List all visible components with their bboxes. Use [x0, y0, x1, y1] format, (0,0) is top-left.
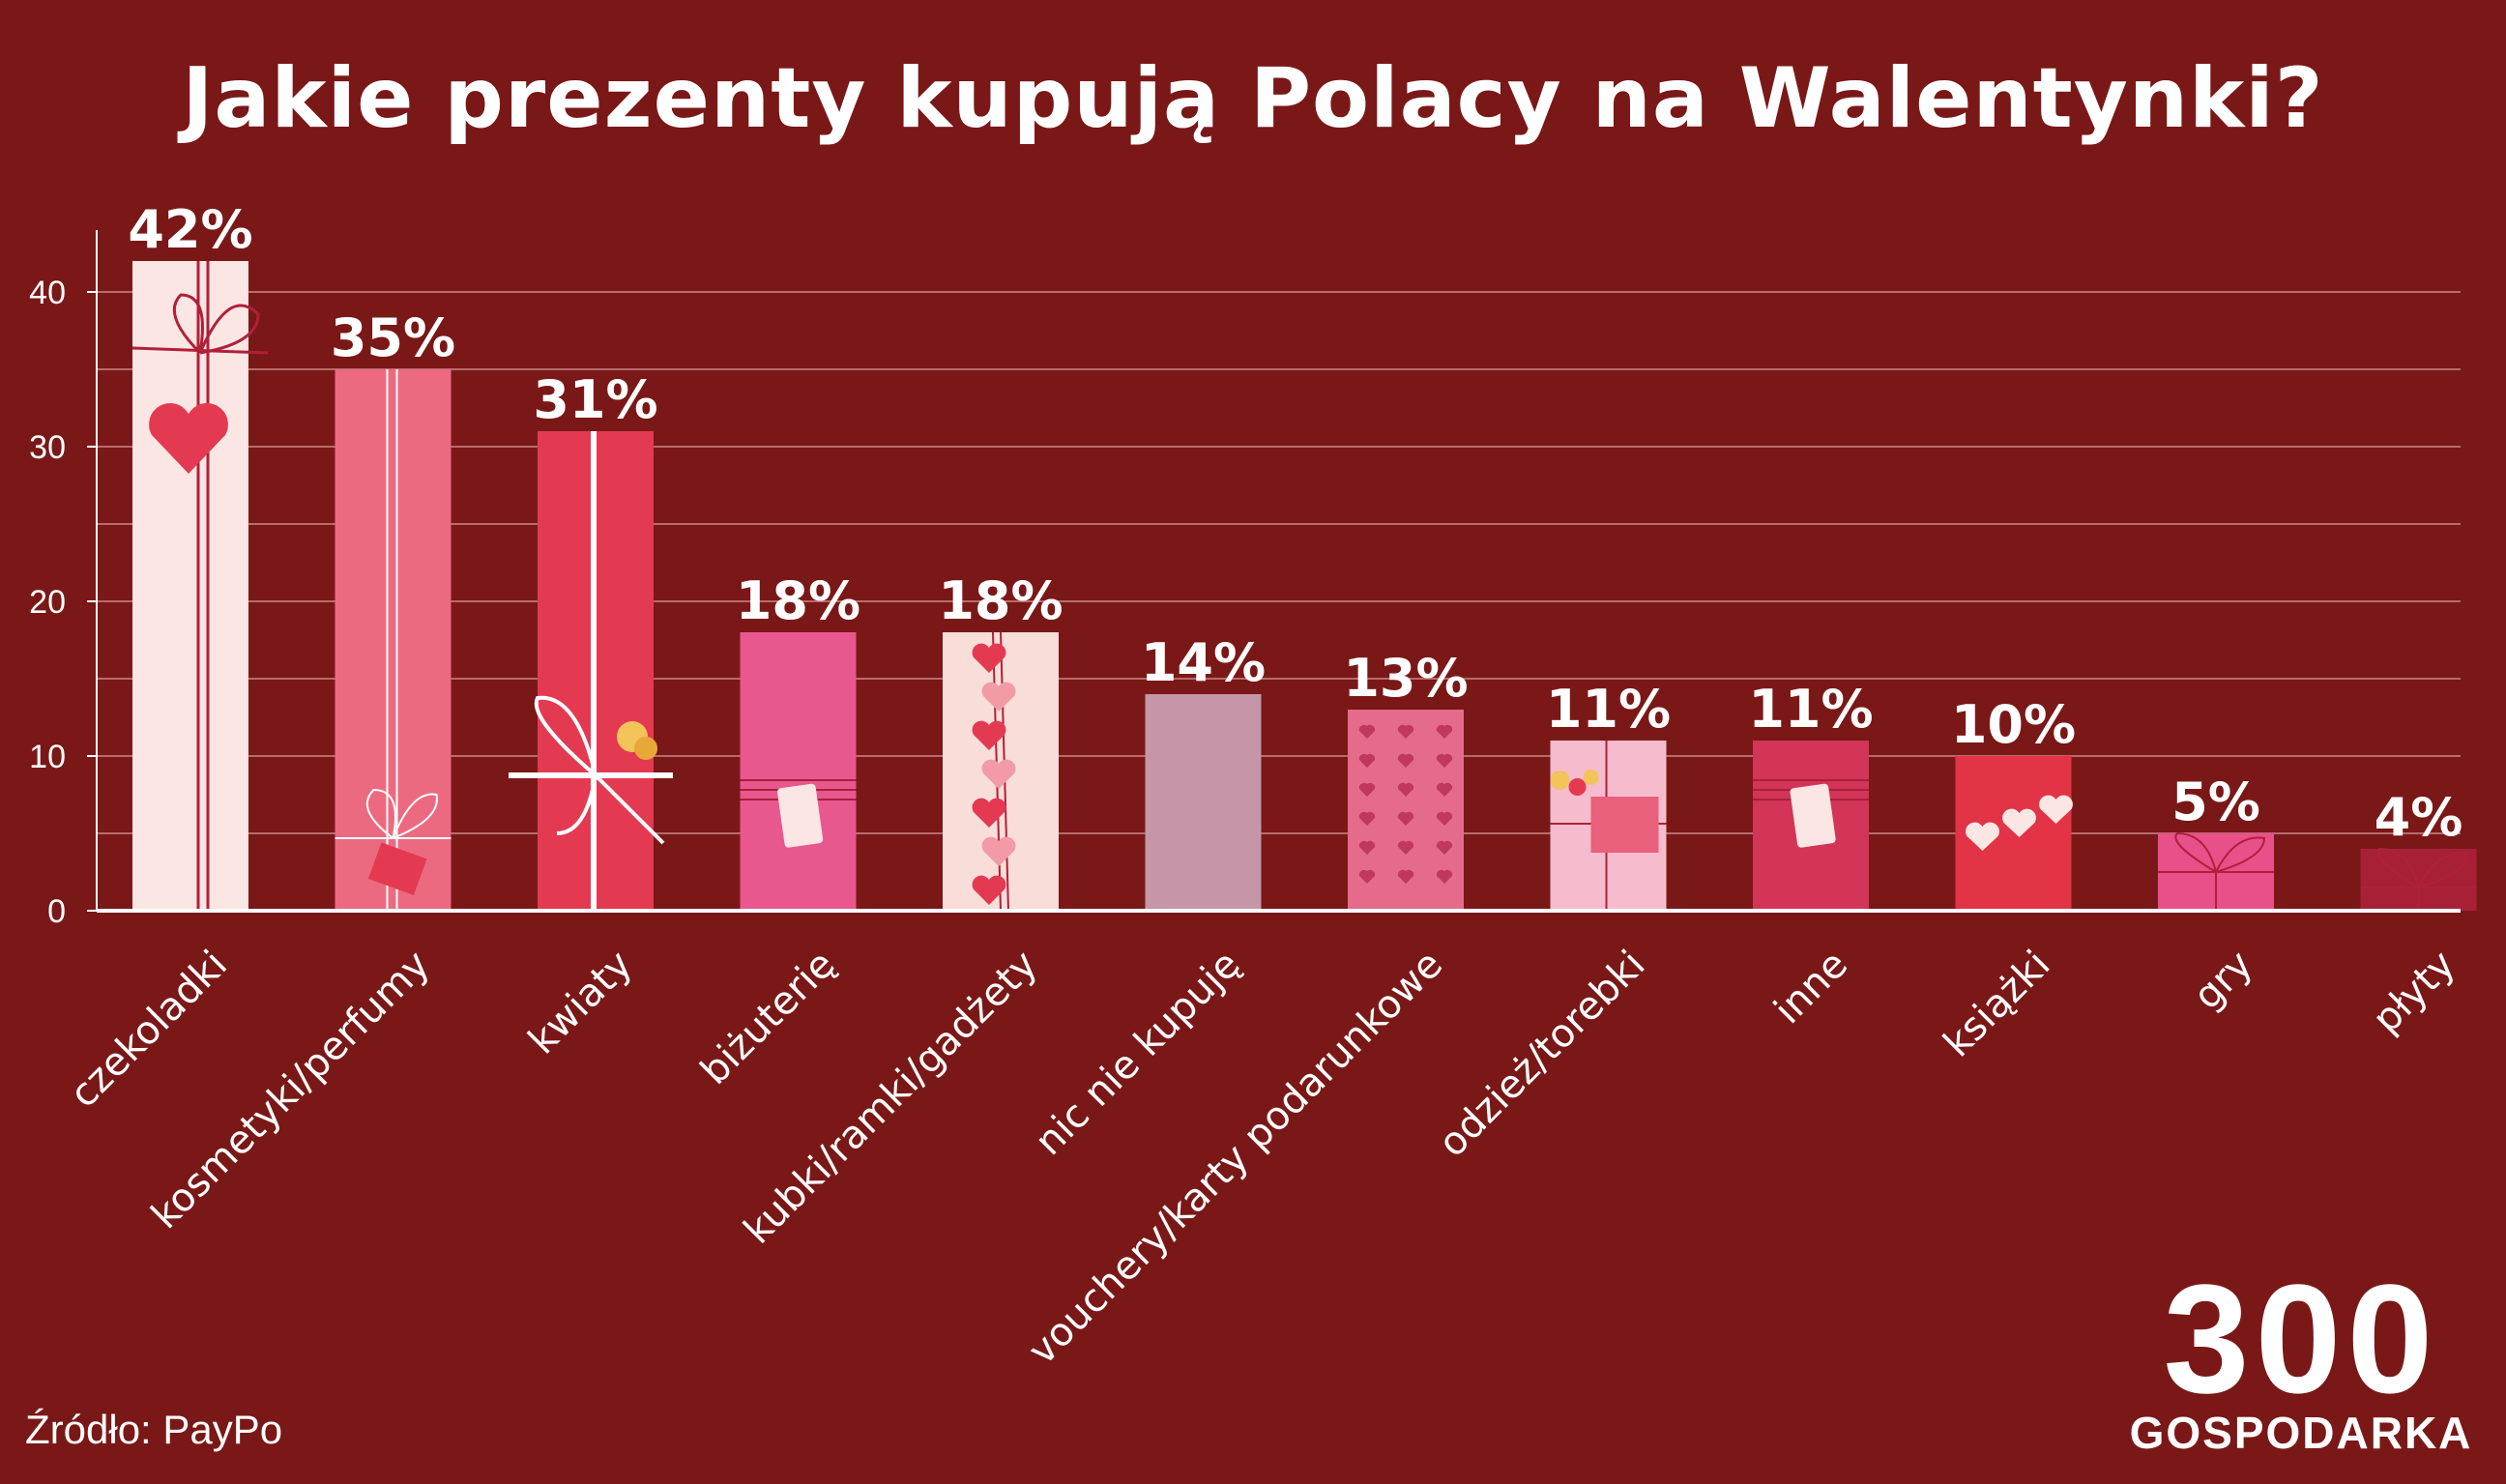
x-tick-label: gry: [2185, 943, 2261, 1019]
heart-icon: [981, 836, 1016, 866]
data-label: 5%: [2171, 771, 2260, 832]
heart-icon: [1436, 753, 1453, 768]
bar-group: [1145, 694, 1262, 911]
heart-icon: [972, 875, 1006, 905]
bar-group: [509, 431, 673, 911]
heart-icon: [1358, 869, 1376, 884]
x-tick-label: biżuterię: [692, 943, 843, 1093]
flower-icon: [1583, 770, 1599, 785]
bar: [335, 369, 452, 911]
bar-group: [1955, 756, 2073, 911]
heart-icon: [972, 798, 1006, 828]
bar: [740, 632, 857, 911]
x-tick-label: płyty: [2364, 943, 2463, 1042]
data-label: 42%: [128, 199, 252, 260]
x-tick-label: książki: [1936, 943, 2059, 1066]
x-tick-label: odzież/torebki: [1430, 943, 1653, 1166]
heart-icon: [981, 682, 1016, 712]
heart-icon: [1436, 840, 1453, 855]
flower-icon: [1550, 771, 1570, 790]
x-tick-label: inne: [1765, 943, 1856, 1033]
bar-group: [1753, 741, 1869, 911]
logo-word: GOSPODARKA: [2129, 1408, 2473, 1458]
heart-icon: [2002, 808, 2036, 837]
bow: [534, 695, 665, 845]
heart-icon: [1358, 840, 1376, 855]
heart-icon: [1358, 811, 1376, 826]
bar-group: [1348, 710, 1464, 911]
y-tick-label: 10: [29, 739, 66, 775]
heart-icon: [1397, 724, 1414, 739]
heart-icon: [1397, 840, 1414, 855]
bars: [131, 261, 2477, 912]
chart-title: Jakie prezenty kupują Polacy na Walentyn…: [182, 50, 2324, 147]
data-label: 35%: [331, 307, 455, 368]
bar-group: [943, 631, 1059, 912]
bow: [172, 293, 260, 355]
heart-icon: [1436, 869, 1453, 884]
heart-icon: [2039, 795, 2073, 824]
heart-icon: [1358, 724, 1376, 739]
heart-icon: [1436, 724, 1453, 739]
source-label: Źródło: PayPo: [25, 1407, 283, 1452]
y-tick-label: 0: [47, 893, 66, 930]
value-labels: 42% 35% 31% 18% 18% 14% 13% 11% 11% 10% 5% 4%: [128, 199, 2462, 848]
heart-icon: [1397, 782, 1414, 797]
data-label: 13%: [1343, 648, 1468, 709]
data-label: 18%: [938, 570, 1063, 631]
logo-number: 300: [2163, 1252, 2439, 1425]
bow: [2377, 847, 2468, 890]
heart-icon: [981, 759, 1016, 789]
tag-icon: [1790, 783, 1836, 848]
data-label: 10%: [1951, 694, 2076, 755]
tag-icon: [777, 783, 824, 848]
heart-icon: [1397, 869, 1414, 884]
data-label: 18%: [736, 570, 860, 631]
gospodarka-logo: 300 GOSPODARKA: [2122, 1262, 2480, 1465]
heart-icon: [972, 643, 1006, 673]
heart-icon: [1397, 753, 1414, 768]
x-tick-label: kwiaty: [520, 943, 641, 1063]
x-tick-label: czekoladki: [62, 943, 236, 1117]
heart-icon: [1966, 822, 1999, 851]
heart-icon: [1436, 811, 1453, 826]
heart-icon: [1358, 753, 1376, 768]
card-icon: [1590, 797, 1659, 853]
y-tick-label: 40: [29, 275, 66, 311]
data-label: 11%: [1748, 679, 1873, 740]
data-label: 31%: [533, 369, 657, 430]
bar-group: [1550, 741, 1667, 911]
y-tick-label: 30: [29, 429, 66, 466]
bar: [132, 261, 248, 911]
y-tick-label: 20: [29, 584, 66, 621]
heart-icon: [149, 403, 228, 474]
bar-group: [2158, 831, 2274, 911]
heart-icon: [1397, 811, 1414, 826]
heart-icon: [1436, 782, 1453, 797]
x-tick-label: nic nie kupuję: [1027, 943, 1249, 1165]
bar-group: [2360, 847, 2477, 911]
x-tick-label: vouchery/karty podarunkowe: [1020, 943, 1451, 1374]
tag-icon: [367, 842, 427, 896]
gridlines: 0 10 20 30 40: [29, 275, 2461, 930]
heart-icon: [1358, 782, 1376, 797]
data-label: 11%: [1546, 679, 1671, 740]
bar-group: [131, 261, 269, 911]
bow: [2174, 831, 2266, 875]
flower-icon: [1568, 778, 1587, 796]
bar-group: [740, 632, 857, 911]
heart-icon: [972, 720, 1006, 750]
flower-icon: [634, 737, 657, 760]
data-label: 4%: [2375, 787, 2463, 848]
bow: [365, 788, 438, 839]
data-label: 14%: [1141, 632, 1266, 693]
bar-group: [335, 369, 452, 911]
bar: [1145, 694, 1262, 911]
